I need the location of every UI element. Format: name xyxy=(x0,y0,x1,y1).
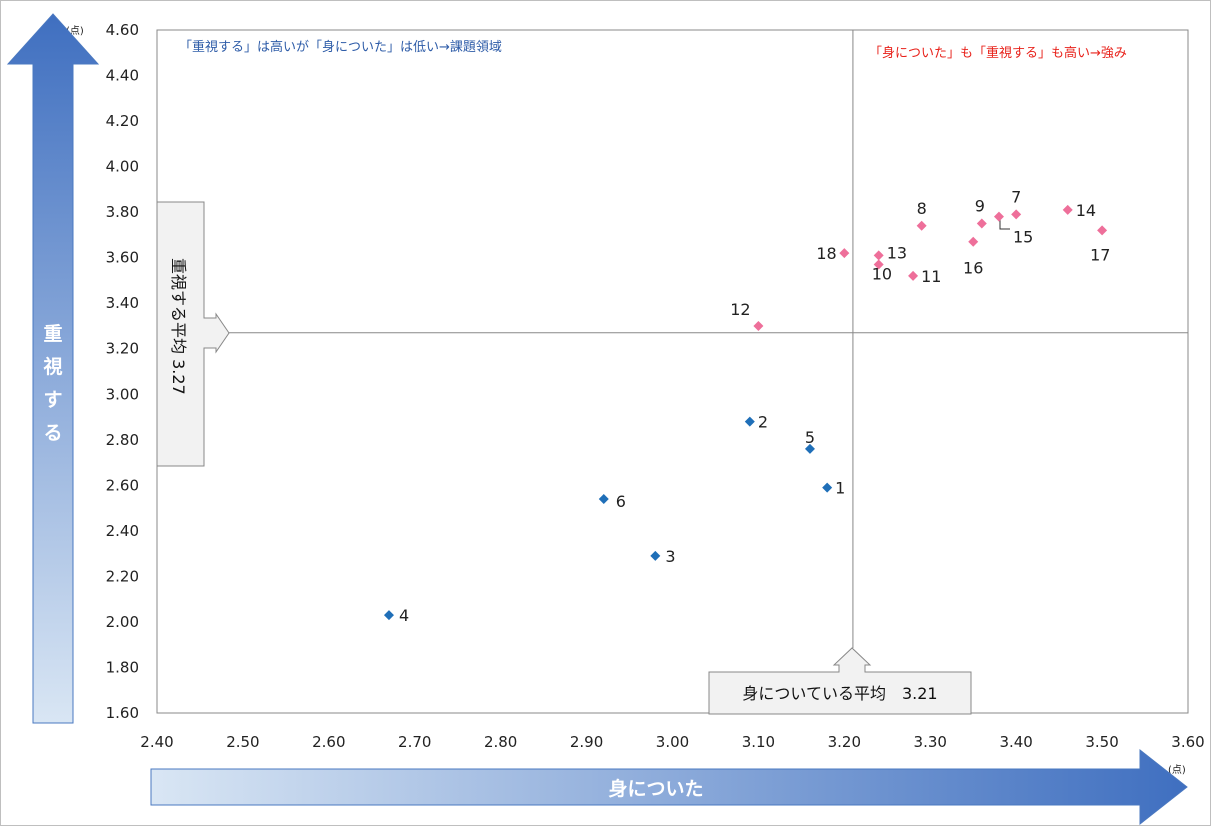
data-point-label: 11 xyxy=(921,267,941,286)
x-tick-label: 2.60 xyxy=(312,733,345,751)
y-axis-ticks: 1.60 1.80 2.00 2.20 2.40 2.60 2.80 3.00 3.20 3.40… xyxy=(106,21,139,722)
data-point-label: 3 xyxy=(665,547,675,566)
data-point xyxy=(1097,225,1108,236)
point-15-leader-line xyxy=(999,220,1010,230)
x-unit-label: (点) xyxy=(1168,764,1186,776)
plot-area xyxy=(156,29,1189,714)
y-tick-label: 3.00 xyxy=(106,385,139,403)
data-point xyxy=(1062,204,1073,215)
y-axis-arrow xyxy=(6,13,100,724)
y-tick-label: 2.40 xyxy=(106,522,139,540)
y-tick-label: 3.20 xyxy=(106,340,139,358)
x-tick-label: 2.40 xyxy=(140,733,173,751)
x-tick-label: 3.00 xyxy=(656,733,689,751)
x-tick-label: 3.50 xyxy=(1085,733,1118,751)
data-point xyxy=(650,550,661,561)
data-point-label: 14 xyxy=(1076,201,1096,220)
x-tick-label: 2.70 xyxy=(398,733,431,751)
y-tick-label: 3.80 xyxy=(106,203,139,221)
y-tick-label: 4.40 xyxy=(106,67,139,85)
data-point xyxy=(804,443,815,454)
quadrant-label-top-right: 「身についた」も「重視する」も高い→強み xyxy=(869,45,1127,61)
data-point xyxy=(822,482,833,493)
data-point xyxy=(1011,209,1022,220)
x-tick-label: 3.30 xyxy=(914,733,947,751)
x-tick-label: 3.40 xyxy=(999,733,1032,751)
x-axis-ticks: 2.40 2.50 2.60 2.70 2.80 2.90 3.00 3.10 3.20 3.30… xyxy=(140,733,1204,751)
data-point xyxy=(976,218,987,229)
data-point xyxy=(993,211,1004,222)
data-point xyxy=(598,493,609,504)
data-point xyxy=(383,610,394,621)
data-point-label: 9 xyxy=(975,197,985,216)
data-point-label: 5 xyxy=(805,428,815,447)
data-point-label: 8 xyxy=(917,199,927,218)
y-tick-label: 3.40 xyxy=(106,294,139,312)
y-average-callout xyxy=(156,201,230,467)
data-points xyxy=(383,204,1108,621)
data-point-label: 16 xyxy=(963,259,983,278)
data-point xyxy=(873,250,884,261)
data-point-label: 15 xyxy=(1013,228,1033,247)
y-tick-label: 2.60 xyxy=(106,476,139,494)
data-point-label: 7 xyxy=(1011,187,1021,206)
data-point-label: 1 xyxy=(835,479,845,498)
y-tick-label: 2.00 xyxy=(106,613,139,631)
data-point-label: 6 xyxy=(616,492,626,511)
x-tick-label: 3.10 xyxy=(742,733,775,751)
x-average-label: 身についている平均 3.21 xyxy=(742,684,937,703)
x-tick-label: 2.80 xyxy=(484,733,517,751)
data-point xyxy=(968,236,979,247)
x-tick-label: 3.20 xyxy=(828,733,861,751)
x-average-callout xyxy=(708,647,972,715)
data-point xyxy=(908,270,919,281)
data-point-label: 17 xyxy=(1090,245,1110,264)
y-axis-title: 重視する xyxy=(42,323,62,444)
x-axis-title: 身についた xyxy=(608,777,703,800)
y-tick-label: 4.20 xyxy=(106,112,139,130)
x-tick-label: 3.60 xyxy=(1171,733,1204,751)
y-tick-label: 3.60 xyxy=(106,249,139,267)
quadrant-label-top-left: 「重視する」は高いが「身についた」は低い→課題領域 xyxy=(179,39,502,55)
data-point xyxy=(873,259,884,270)
data-point-label: 12 xyxy=(730,300,750,319)
y-tick-label: 1.80 xyxy=(106,658,139,676)
data-point-label: 18 xyxy=(816,244,836,263)
y-tick-label: 1.60 xyxy=(106,704,139,722)
y-average-label: 重視する平均 3.27 xyxy=(169,258,188,395)
data-point xyxy=(744,416,755,427)
y-tick-label: 2.80 xyxy=(106,431,139,449)
y-tick-label: 4.00 xyxy=(106,158,139,176)
x-tick-label: 2.50 xyxy=(226,733,259,751)
data-point xyxy=(916,220,927,231)
y-tick-label: 2.20 xyxy=(106,567,139,585)
data-point xyxy=(753,320,764,331)
x-axis-arrow xyxy=(150,748,1188,826)
y-tick-label: 4.60 xyxy=(106,21,139,39)
data-point-label: 2 xyxy=(758,413,768,432)
data-point-label: 10 xyxy=(872,264,892,283)
data-point xyxy=(839,248,850,259)
x-tick-label: 2.90 xyxy=(570,733,603,751)
data-point-label: 4 xyxy=(399,606,409,625)
data-point-label: 13 xyxy=(887,243,907,262)
